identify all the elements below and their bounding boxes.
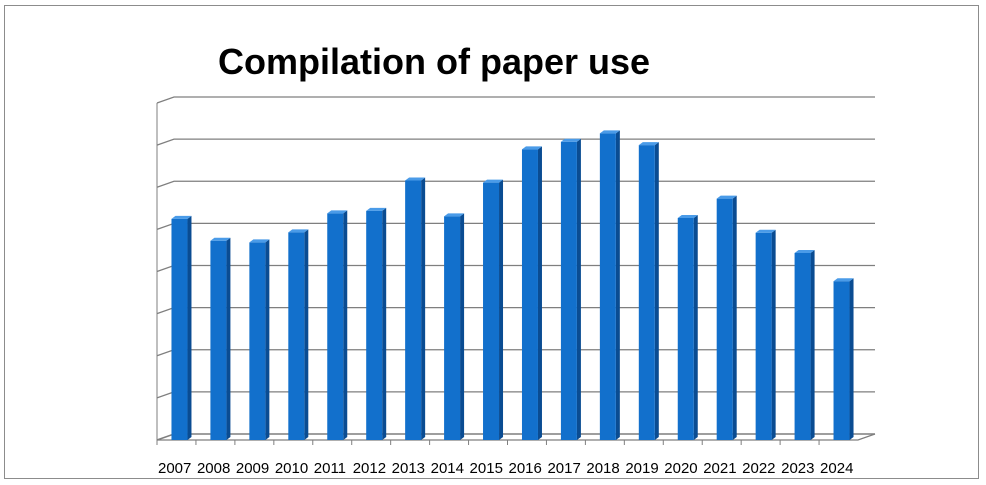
bar-side bbox=[654, 142, 659, 440]
bar-side bbox=[771, 229, 776, 440]
bar-top bbox=[483, 179, 504, 183]
bar-top bbox=[677, 215, 698, 219]
bar-side bbox=[732, 195, 737, 440]
bar-front bbox=[638, 145, 655, 440]
bar-top bbox=[638, 142, 659, 146]
gridline bbox=[156, 96, 875, 104]
bar-side bbox=[693, 215, 698, 440]
bar-2012 bbox=[366, 207, 387, 440]
bar-front bbox=[171, 218, 188, 440]
bar-2009 bbox=[249, 239, 270, 440]
x-tick-label-2014: 2014 bbox=[431, 460, 464, 477]
bar-2020 bbox=[677, 215, 698, 440]
bar-front bbox=[794, 252, 811, 440]
bar-side bbox=[187, 215, 192, 440]
bar-side bbox=[226, 237, 231, 440]
bar-top bbox=[833, 278, 854, 282]
x-tick-label-2011: 2011 bbox=[314, 460, 346, 477]
bar-2021 bbox=[716, 195, 737, 440]
bar-2008 bbox=[210, 237, 231, 440]
bar-front bbox=[327, 213, 344, 440]
bar-front bbox=[833, 281, 850, 440]
bar-front bbox=[560, 141, 577, 440]
x-tick-label-2008: 2008 bbox=[197, 460, 230, 477]
bar-top bbox=[755, 229, 776, 233]
gridline bbox=[156, 222, 875, 230]
x-tick-label-2010: 2010 bbox=[275, 460, 308, 477]
x-tick-labels: 2007 2008 2009 2010 2011 2012 2013 2014 2015 2016… bbox=[158, 460, 853, 477]
bar-front bbox=[444, 216, 461, 440]
bar-front bbox=[755, 232, 772, 440]
chart-title: Compilation of paper use bbox=[218, 41, 651, 82]
bar-side bbox=[849, 278, 854, 440]
bar-side bbox=[343, 210, 348, 440]
bar-front bbox=[521, 149, 538, 440]
x-tick-label-2015: 2015 bbox=[470, 460, 503, 477]
bar-front bbox=[210, 240, 227, 440]
bar-side bbox=[499, 179, 504, 440]
bar-front bbox=[249, 242, 266, 440]
bar-top bbox=[288, 229, 309, 233]
bars bbox=[171, 130, 854, 440]
bar-front bbox=[483, 182, 500, 440]
bar-top bbox=[249, 239, 270, 243]
x-tick-label-2024: 2024 bbox=[820, 460, 853, 477]
x-tick-label-2016: 2016 bbox=[509, 460, 542, 477]
bar-top bbox=[716, 195, 737, 199]
bar-front bbox=[288, 232, 305, 440]
bar-side bbox=[265, 239, 270, 440]
x-tick-label-2018: 2018 bbox=[586, 460, 619, 477]
gridline bbox=[156, 180, 875, 188]
bar-front bbox=[716, 198, 733, 440]
bar-2023 bbox=[794, 249, 815, 440]
bar-2024 bbox=[833, 278, 854, 440]
x-tick-label-2012: 2012 bbox=[353, 460, 386, 477]
bar-front bbox=[405, 180, 422, 440]
bar-2015 bbox=[483, 179, 504, 440]
gridline bbox=[156, 138, 875, 146]
bar-top bbox=[794, 249, 815, 253]
bar-side bbox=[421, 177, 426, 440]
bar-top bbox=[444, 213, 465, 217]
bar-top bbox=[405, 177, 426, 181]
x-tick-label-2013: 2013 bbox=[392, 460, 425, 477]
x-tick-label-2017: 2017 bbox=[547, 460, 580, 477]
bar-2010 bbox=[288, 229, 309, 440]
bar-2014 bbox=[444, 213, 465, 440]
bar-top bbox=[521, 146, 542, 150]
bar-2007 bbox=[171, 215, 192, 440]
bar-2016 bbox=[521, 146, 542, 440]
bar-2018 bbox=[599, 130, 620, 440]
bar-front bbox=[677, 218, 694, 440]
bar-side bbox=[382, 207, 387, 440]
bar-top bbox=[171, 215, 192, 219]
bar-top bbox=[560, 138, 581, 142]
x-tick-label-2019: 2019 bbox=[625, 460, 658, 477]
x-tick-label-2021: 2021 bbox=[703, 460, 736, 477]
bar-side bbox=[810, 249, 815, 440]
bar-side bbox=[460, 213, 465, 440]
bar-2022 bbox=[755, 229, 776, 440]
bar-2019 bbox=[638, 142, 659, 440]
bar-front bbox=[599, 133, 616, 440]
bar-top bbox=[599, 130, 620, 134]
bar-front bbox=[366, 210, 383, 440]
bar-top bbox=[366, 207, 387, 211]
bar-side bbox=[537, 146, 542, 440]
bar-top bbox=[210, 237, 231, 241]
x-tick-label-2022: 2022 bbox=[742, 460, 775, 477]
x-tick-label-2007: 2007 bbox=[158, 460, 191, 477]
bar-top bbox=[327, 210, 348, 214]
bar-2017 bbox=[560, 138, 581, 440]
bar-2013 bbox=[405, 177, 426, 440]
bar-side bbox=[576, 138, 581, 440]
x-tick-label-2020: 2020 bbox=[664, 460, 697, 477]
bar-side bbox=[615, 130, 620, 440]
bar-2011 bbox=[327, 210, 348, 440]
x-tick-label-2023: 2023 bbox=[781, 460, 814, 477]
x-tick-label-2009: 2009 bbox=[236, 460, 269, 477]
bar-side bbox=[304, 229, 309, 440]
